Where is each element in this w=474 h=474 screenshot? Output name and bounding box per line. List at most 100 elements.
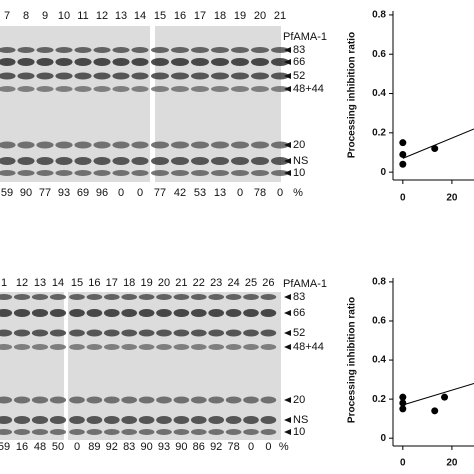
band	[0, 294, 13, 300]
size-marker: 48+44	[293, 341, 324, 353]
band	[93, 86, 111, 92]
band	[251, 170, 269, 176]
band	[271, 47, 289, 53]
lane-number: 8	[23, 10, 29, 22]
percent-unit: %	[293, 187, 303, 199]
band	[74, 58, 92, 66]
band	[208, 429, 225, 435]
band	[173, 329, 190, 337]
band	[55, 58, 73, 66]
band	[225, 416, 242, 424]
band	[31, 396, 49, 404]
band	[243, 294, 259, 300]
band	[55, 141, 73, 149]
band	[31, 294, 49, 300]
band	[49, 344, 67, 350]
band	[103, 344, 120, 350]
size-marker: NS	[293, 414, 308, 426]
band	[55, 47, 73, 53]
band	[0, 416, 13, 424]
band	[69, 309, 85, 317]
band	[131, 86, 149, 92]
band	[55, 157, 73, 165]
band	[211, 170, 229, 176]
band	[74, 170, 92, 176]
band	[260, 309, 277, 317]
inhibition-percent: 0	[265, 441, 271, 453]
band	[13, 329, 31, 337]
y-tick-label: 0.2	[372, 127, 386, 138]
band	[156, 429, 172, 435]
inhibition-percent: 0	[248, 441, 254, 453]
band	[251, 86, 269, 92]
band	[191, 58, 209, 66]
band	[138, 294, 155, 300]
lane-number: 17	[194, 10, 206, 22]
band	[74, 141, 92, 149]
inhibition-percent: 0	[277, 187, 283, 199]
lane-number: 15	[154, 10, 166, 22]
lane-number: 11	[77, 10, 88, 22]
band	[36, 72, 54, 80]
inhibition-percent: 90	[175, 441, 187, 453]
band	[69, 396, 85, 404]
lane-number: 18	[214, 10, 226, 22]
band	[131, 141, 149, 149]
band	[138, 416, 155, 424]
band	[208, 344, 225, 350]
band	[103, 294, 120, 300]
band	[13, 429, 31, 435]
lane-number: 16	[88, 277, 100, 289]
band	[112, 141, 130, 149]
band	[121, 429, 138, 435]
band	[260, 294, 277, 300]
band	[103, 329, 120, 337]
y-tick-label: 0	[380, 167, 386, 178]
marker-arrow	[284, 59, 291, 65]
band	[231, 47, 249, 53]
band	[171, 157, 189, 165]
inhibition-percent: 59	[1, 187, 13, 199]
band	[17, 86, 35, 92]
band	[103, 309, 120, 317]
data-point	[431, 407, 439, 415]
inhibition-percent: 96	[96, 187, 108, 199]
inhibition-percent: 0	[137, 187, 143, 199]
size-marker: 20	[293, 139, 305, 151]
band	[190, 344, 207, 350]
band	[156, 329, 172, 337]
band	[0, 157, 16, 165]
x-tick-label: 20	[446, 193, 458, 204]
size-marker: 66	[293, 307, 305, 319]
band	[173, 309, 190, 317]
band	[190, 416, 207, 424]
x-tick-label: 20	[446, 458, 458, 469]
lane-number: 23	[210, 277, 222, 289]
band	[151, 47, 169, 53]
blot-image	[68, 292, 281, 440]
band	[211, 141, 229, 149]
band	[151, 170, 169, 176]
band	[93, 157, 111, 165]
size-marker: 52	[293, 327, 305, 339]
band	[225, 329, 242, 337]
band	[271, 170, 289, 176]
band	[211, 86, 229, 92]
band	[17, 170, 35, 176]
band	[36, 157, 54, 165]
band	[138, 344, 155, 350]
inhibition-percent: 16	[16, 441, 28, 453]
band	[0, 58, 16, 66]
band	[211, 72, 229, 80]
band	[0, 170, 16, 176]
band	[151, 86, 169, 92]
data-point	[399, 405, 407, 413]
band	[138, 329, 155, 337]
band	[93, 58, 111, 66]
band	[86, 329, 103, 337]
band	[69, 344, 85, 350]
lane-number: 18	[123, 277, 135, 289]
band	[211, 47, 229, 53]
lane-number: 24	[227, 277, 239, 289]
